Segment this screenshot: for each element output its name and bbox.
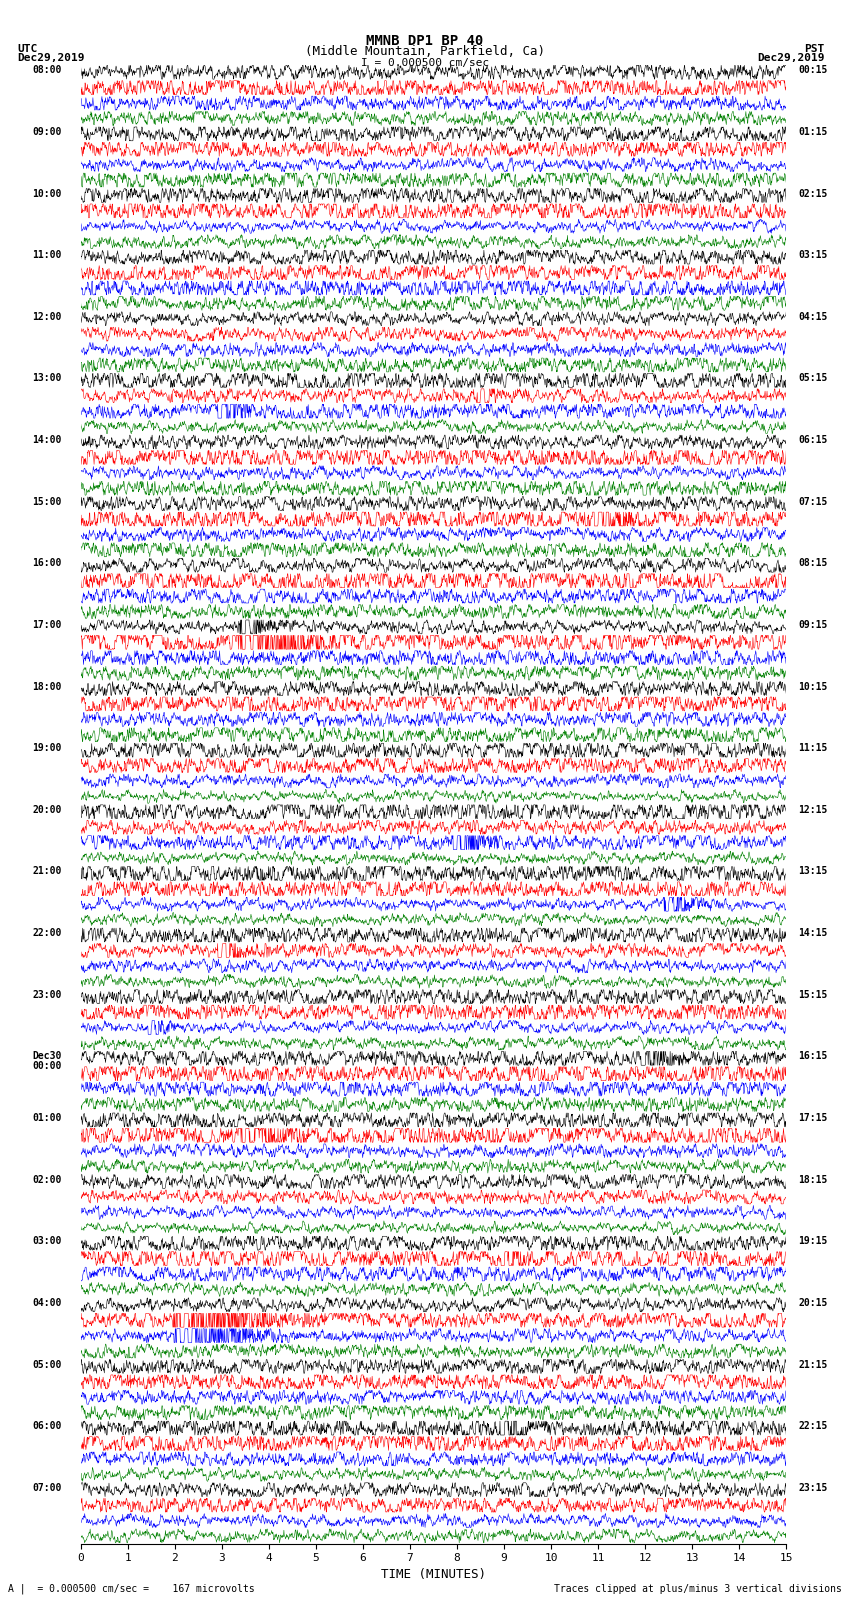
Text: 09:00: 09:00 — [32, 127, 62, 137]
Text: 17:15: 17:15 — [798, 1113, 827, 1123]
Text: 21:15: 21:15 — [798, 1360, 827, 1369]
Text: 11:15: 11:15 — [798, 744, 827, 753]
Text: 01:00: 01:00 — [32, 1113, 62, 1123]
Text: 10:00: 10:00 — [32, 189, 62, 198]
Text: 16:00: 16:00 — [32, 558, 62, 568]
Text: Dec29,2019: Dec29,2019 — [17, 53, 84, 63]
Text: 02:15: 02:15 — [798, 189, 827, 198]
Text: 06:15: 06:15 — [798, 436, 827, 445]
Text: I = 0.000500 cm/sec: I = 0.000500 cm/sec — [361, 58, 489, 68]
Text: MMNB DP1 BP 40: MMNB DP1 BP 40 — [366, 34, 484, 48]
Text: UTC: UTC — [17, 44, 37, 53]
Text: (Middle Mountain, Parkfield, Ca): (Middle Mountain, Parkfield, Ca) — [305, 45, 545, 58]
Text: 15:15: 15:15 — [798, 990, 827, 1000]
Text: 08:00: 08:00 — [32, 65, 62, 76]
Text: PST: PST — [804, 44, 824, 53]
Text: 17:00: 17:00 — [32, 619, 62, 631]
Text: Dec30
00:00: Dec30 00:00 — [32, 1052, 62, 1071]
Text: 05:00: 05:00 — [32, 1360, 62, 1369]
Text: Dec29,2019: Dec29,2019 — [757, 53, 824, 63]
Text: 16:15: 16:15 — [798, 1052, 827, 1061]
Text: 14:00: 14:00 — [32, 436, 62, 445]
Text: 04:00: 04:00 — [32, 1298, 62, 1308]
Text: 18:15: 18:15 — [798, 1174, 827, 1184]
Text: 14:15: 14:15 — [798, 927, 827, 939]
Text: 11:00: 11:00 — [32, 250, 62, 260]
Text: 22:15: 22:15 — [798, 1421, 827, 1431]
Text: 20:15: 20:15 — [798, 1298, 827, 1308]
Text: 23:00: 23:00 — [32, 990, 62, 1000]
Text: 01:15: 01:15 — [798, 127, 827, 137]
Text: 04:15: 04:15 — [798, 311, 827, 323]
Text: 19:00: 19:00 — [32, 744, 62, 753]
Text: 05:15: 05:15 — [798, 374, 827, 384]
Text: 13:00: 13:00 — [32, 374, 62, 384]
Text: 02:00: 02:00 — [32, 1174, 62, 1184]
Text: Traces clipped at plus/minus 3 vertical divisions: Traces clipped at plus/minus 3 vertical … — [553, 1584, 842, 1594]
Text: 07:15: 07:15 — [798, 497, 827, 506]
Text: 09:15: 09:15 — [798, 619, 827, 631]
Text: 22:00: 22:00 — [32, 927, 62, 939]
Text: 12:00: 12:00 — [32, 311, 62, 323]
Text: 10:15: 10:15 — [798, 682, 827, 692]
Text: 07:00: 07:00 — [32, 1482, 62, 1492]
Text: 15:00: 15:00 — [32, 497, 62, 506]
Text: 18:00: 18:00 — [32, 682, 62, 692]
Text: 21:00: 21:00 — [32, 866, 62, 876]
Text: 00:15: 00:15 — [798, 65, 827, 76]
Text: 12:15: 12:15 — [798, 805, 827, 815]
Text: 23:15: 23:15 — [798, 1482, 827, 1492]
Text: 13:15: 13:15 — [798, 866, 827, 876]
Text: 08:15: 08:15 — [798, 558, 827, 568]
Text: A |  = 0.000500 cm/sec =    167 microvolts: A | = 0.000500 cm/sec = 167 microvolts — [8, 1582, 255, 1594]
Text: 03:15: 03:15 — [798, 250, 827, 260]
Text: 20:00: 20:00 — [32, 805, 62, 815]
Text: 06:00: 06:00 — [32, 1421, 62, 1431]
X-axis label: TIME (MINUTES): TIME (MINUTES) — [381, 1568, 486, 1581]
Text: 03:00: 03:00 — [32, 1236, 62, 1247]
Text: 19:15: 19:15 — [798, 1236, 827, 1247]
